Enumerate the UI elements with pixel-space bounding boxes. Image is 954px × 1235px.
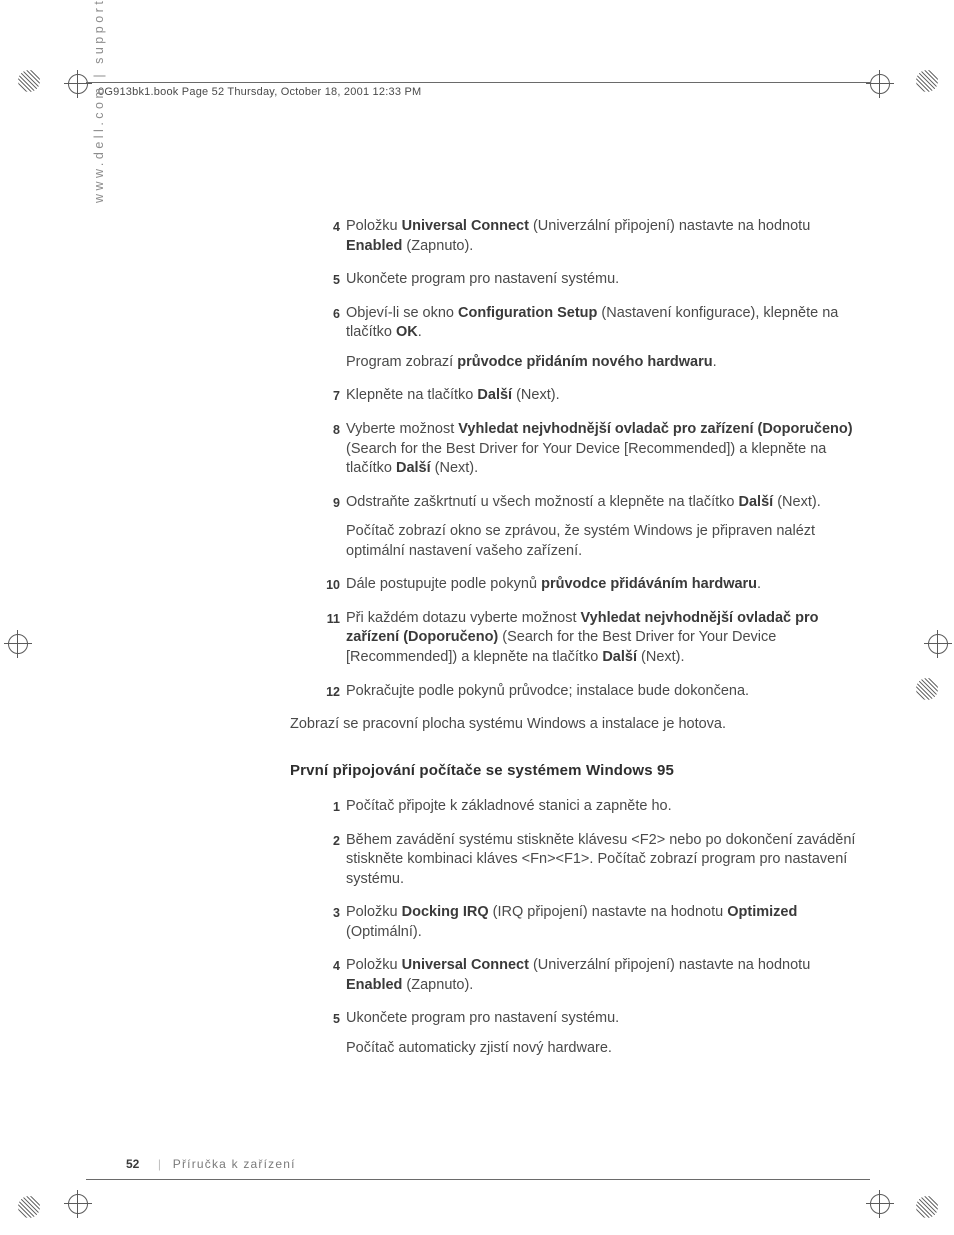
registration-mark-icon <box>866 1190 894 1218</box>
list-item: 3 Položku Docking IRQ (IRQ připojení) nas… <box>318 903 858 942</box>
list-item: 9 Odstraňte zaškrtnutí u všech možností a… <box>318 493 858 562</box>
list-item: 5 Ukončete program pro nastavení systému. <box>318 270 858 290</box>
list-item: 5 Ukončete program pro nastavení systému.… <box>318 1009 858 1058</box>
list-text: Položku Docking IRQ (IRQ připojení) nast… <box>346 904 797 940</box>
corner-dot-icon <box>18 70 40 92</box>
list-item: 1 Počítač připojte k základnové stanici a… <box>318 797 858 817</box>
list-text: Pokračujte podle pokynů průvodce; instal… <box>346 683 749 699</box>
list-text: Při každém dotazu vyberte možnost Vyhled… <box>346 610 819 665</box>
list-number: 9 <box>318 493 340 512</box>
list-item: 10 Dále postupujte podle pokynů průvodce … <box>318 575 858 595</box>
list-followup: Program zobrazí průvodce přidáním nového… <box>346 353 858 373</box>
corner-dot-icon <box>18 1196 40 1218</box>
print-page: 0G913bk1.book Page 52 Thursday, October … <box>0 0 954 1235</box>
footer-title: Příručka k zařízení <box>173 1157 296 1171</box>
side-url: www.dell.com | support.dell.com <box>92 0 112 203</box>
corner-dot-icon <box>916 1196 938 1218</box>
list-text: Dále postupujte podle pokynů průvodce př… <box>346 576 761 592</box>
list-number: 4 <box>318 956 340 975</box>
list-item: 4 Položku Universal Connect (Univerzální … <box>318 956 858 995</box>
corner-dot-icon <box>916 70 938 92</box>
list-number: 12 <box>318 682 340 701</box>
page-footer: 52 | Příručka k zařízení <box>126 1157 296 1171</box>
page-number: 52 <box>126 1157 139 1171</box>
list-number: 5 <box>318 270 340 289</box>
list-number: 4 <box>318 217 340 236</box>
list-text: Počítač připojte k základnové stanici a … <box>346 798 672 814</box>
instruction-list-a: 4 Položku Universal Connect (Univerzální … <box>318 217 858 701</box>
list-number: 3 <box>318 903 340 922</box>
footer-separator-icon: | <box>158 1157 162 1171</box>
registration-mark-icon <box>4 630 32 658</box>
list-number: 2 <box>318 831 340 850</box>
section-heading: První připojování počítače se systémem W… <box>290 761 858 781</box>
instruction-list-b: 1 Počítač připojte k základnové stanici a… <box>318 797 858 1059</box>
list-followup: Počítač zobrazí okno se zprávou, že syst… <box>346 522 858 561</box>
registration-mark-icon <box>866 70 894 98</box>
content-frame: 0G913bk1.book Page 52 Thursday, October … <box>86 82 870 1180</box>
list-item: 8 Vyberte možnost Vyhledat nejvhodnější o… <box>318 420 858 479</box>
list-number: 6 <box>318 304 340 323</box>
list-number: 10 <box>318 575 340 594</box>
list-text: Položku Universal Connect (Univerzální p… <box>346 218 810 254</box>
list-item: 12 Pokračujte podle pokynů průvodce; inst… <box>318 682 858 702</box>
registration-mark-icon <box>924 630 952 658</box>
list-text: Klepněte na tlačítko Další (Next). <box>346 387 560 403</box>
list-text: Objeví-li se okno Configuration Setup (N… <box>346 305 838 341</box>
list-item: 7 Klepněte na tlačítko Další (Next). <box>318 386 858 406</box>
list-item: 6 Objeví-li se okno Configuration Setup (… <box>318 304 858 373</box>
list-number: 1 <box>318 797 340 816</box>
list-text: Odstraňte zaškrtnutí u všech možností a … <box>346 494 821 510</box>
list-text: Položku Universal Connect (Univerzální p… <box>346 957 810 993</box>
list-item: 4 Položku Universal Connect (Univerzální … <box>318 217 858 256</box>
registration-mark-icon <box>64 1190 92 1218</box>
list-followup: Počítač automaticky zjistí nový hardware… <box>346 1039 858 1059</box>
list-text: Během zavádění systému stiskněte klávesu… <box>346 832 855 887</box>
list-text: Ukončete program pro nastavení systému. <box>346 1010 619 1026</box>
edge-dot-icon <box>916 678 938 700</box>
list-item: 2 Během zavádění systému stiskněte kláves… <box>318 831 858 890</box>
list-item: 11 Při každém dotazu vyberte možnost Vyhl… <box>318 609 858 668</box>
running-header: 0G913bk1.book Page 52 Thursday, October … <box>98 82 421 98</box>
list-number: 7 <box>318 386 340 405</box>
list-text: Vyberte možnost Vyhledat nejvhodnější ov… <box>346 421 853 476</box>
list-text: Ukončete program pro nastavení systému. <box>346 271 619 287</box>
list-number: 8 <box>318 420 340 439</box>
closing-paragraph-a: Zobrazí se pracovní plocha systému Windo… <box>290 715 858 735</box>
body-text: 4 Položku Universal Connect (Univerzální … <box>318 217 858 1073</box>
list-number: 5 <box>318 1009 340 1028</box>
list-number: 11 <box>318 609 340 628</box>
